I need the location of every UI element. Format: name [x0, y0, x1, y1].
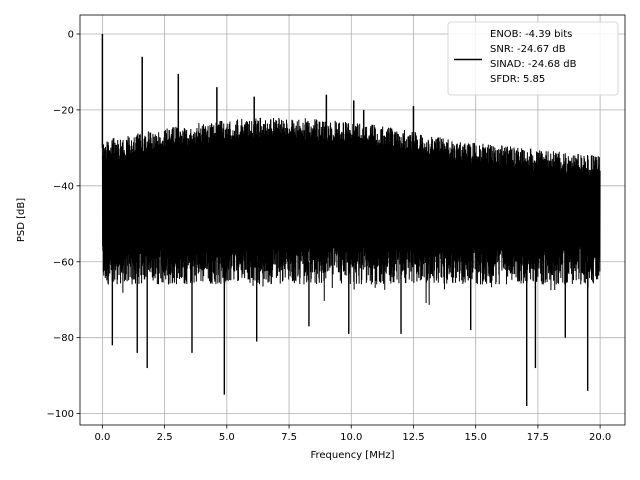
axes-frame: [79, 14, 626, 426]
y-tick-label: −60: [53, 257, 74, 268]
plot-area: [101, 33, 601, 407]
x-tick-label: 10.0: [340, 432, 362, 443]
x-tick-label: 12.5: [402, 432, 424, 443]
legend: ENOB: -4.39 bits SNR: -24.67 dB SINAD: -…: [447, 21, 619, 96]
x-tick-label: 5.0: [219, 432, 235, 443]
legend-sinad: SINAD: -24.68 dB: [490, 59, 577, 70]
legend-sfdr: SFDR: 5.85: [490, 74, 545, 85]
y-tick-label: −20: [53, 105, 74, 116]
x-tick-label: 0.0: [94, 432, 110, 443]
x-tick-label: 15.0: [465, 432, 487, 443]
y-axis: 0 −20 −40 −60 −80 −100: [47, 29, 80, 420]
y-axis-label: PSD [dB]: [16, 198, 27, 242]
legend-enob: ENOB: -4.39 bits: [490, 29, 572, 40]
legend-snr: SNR: -24.67 dB: [490, 44, 566, 55]
x-tick-label: 20.0: [589, 432, 611, 443]
y-tick-label: −80: [53, 333, 74, 344]
x-axis: 0.0 2.5 5.0 7.5 10.0 12.5 15.0 17.5 20.0: [94, 425, 611, 443]
y-tick-label: −40: [53, 181, 74, 192]
y-tick-label: −100: [47, 409, 74, 420]
x-tick-label: 7.5: [281, 432, 297, 443]
y-tick-label: 0: [68, 29, 74, 40]
psd-trace: [101, 117, 601, 305]
x-tick-label: 17.5: [527, 432, 549, 443]
x-tick-label: 2.5: [157, 432, 173, 443]
x-axis-label: Frequency [MHz]: [310, 450, 394, 461]
legend-box: [447, 21, 619, 96]
